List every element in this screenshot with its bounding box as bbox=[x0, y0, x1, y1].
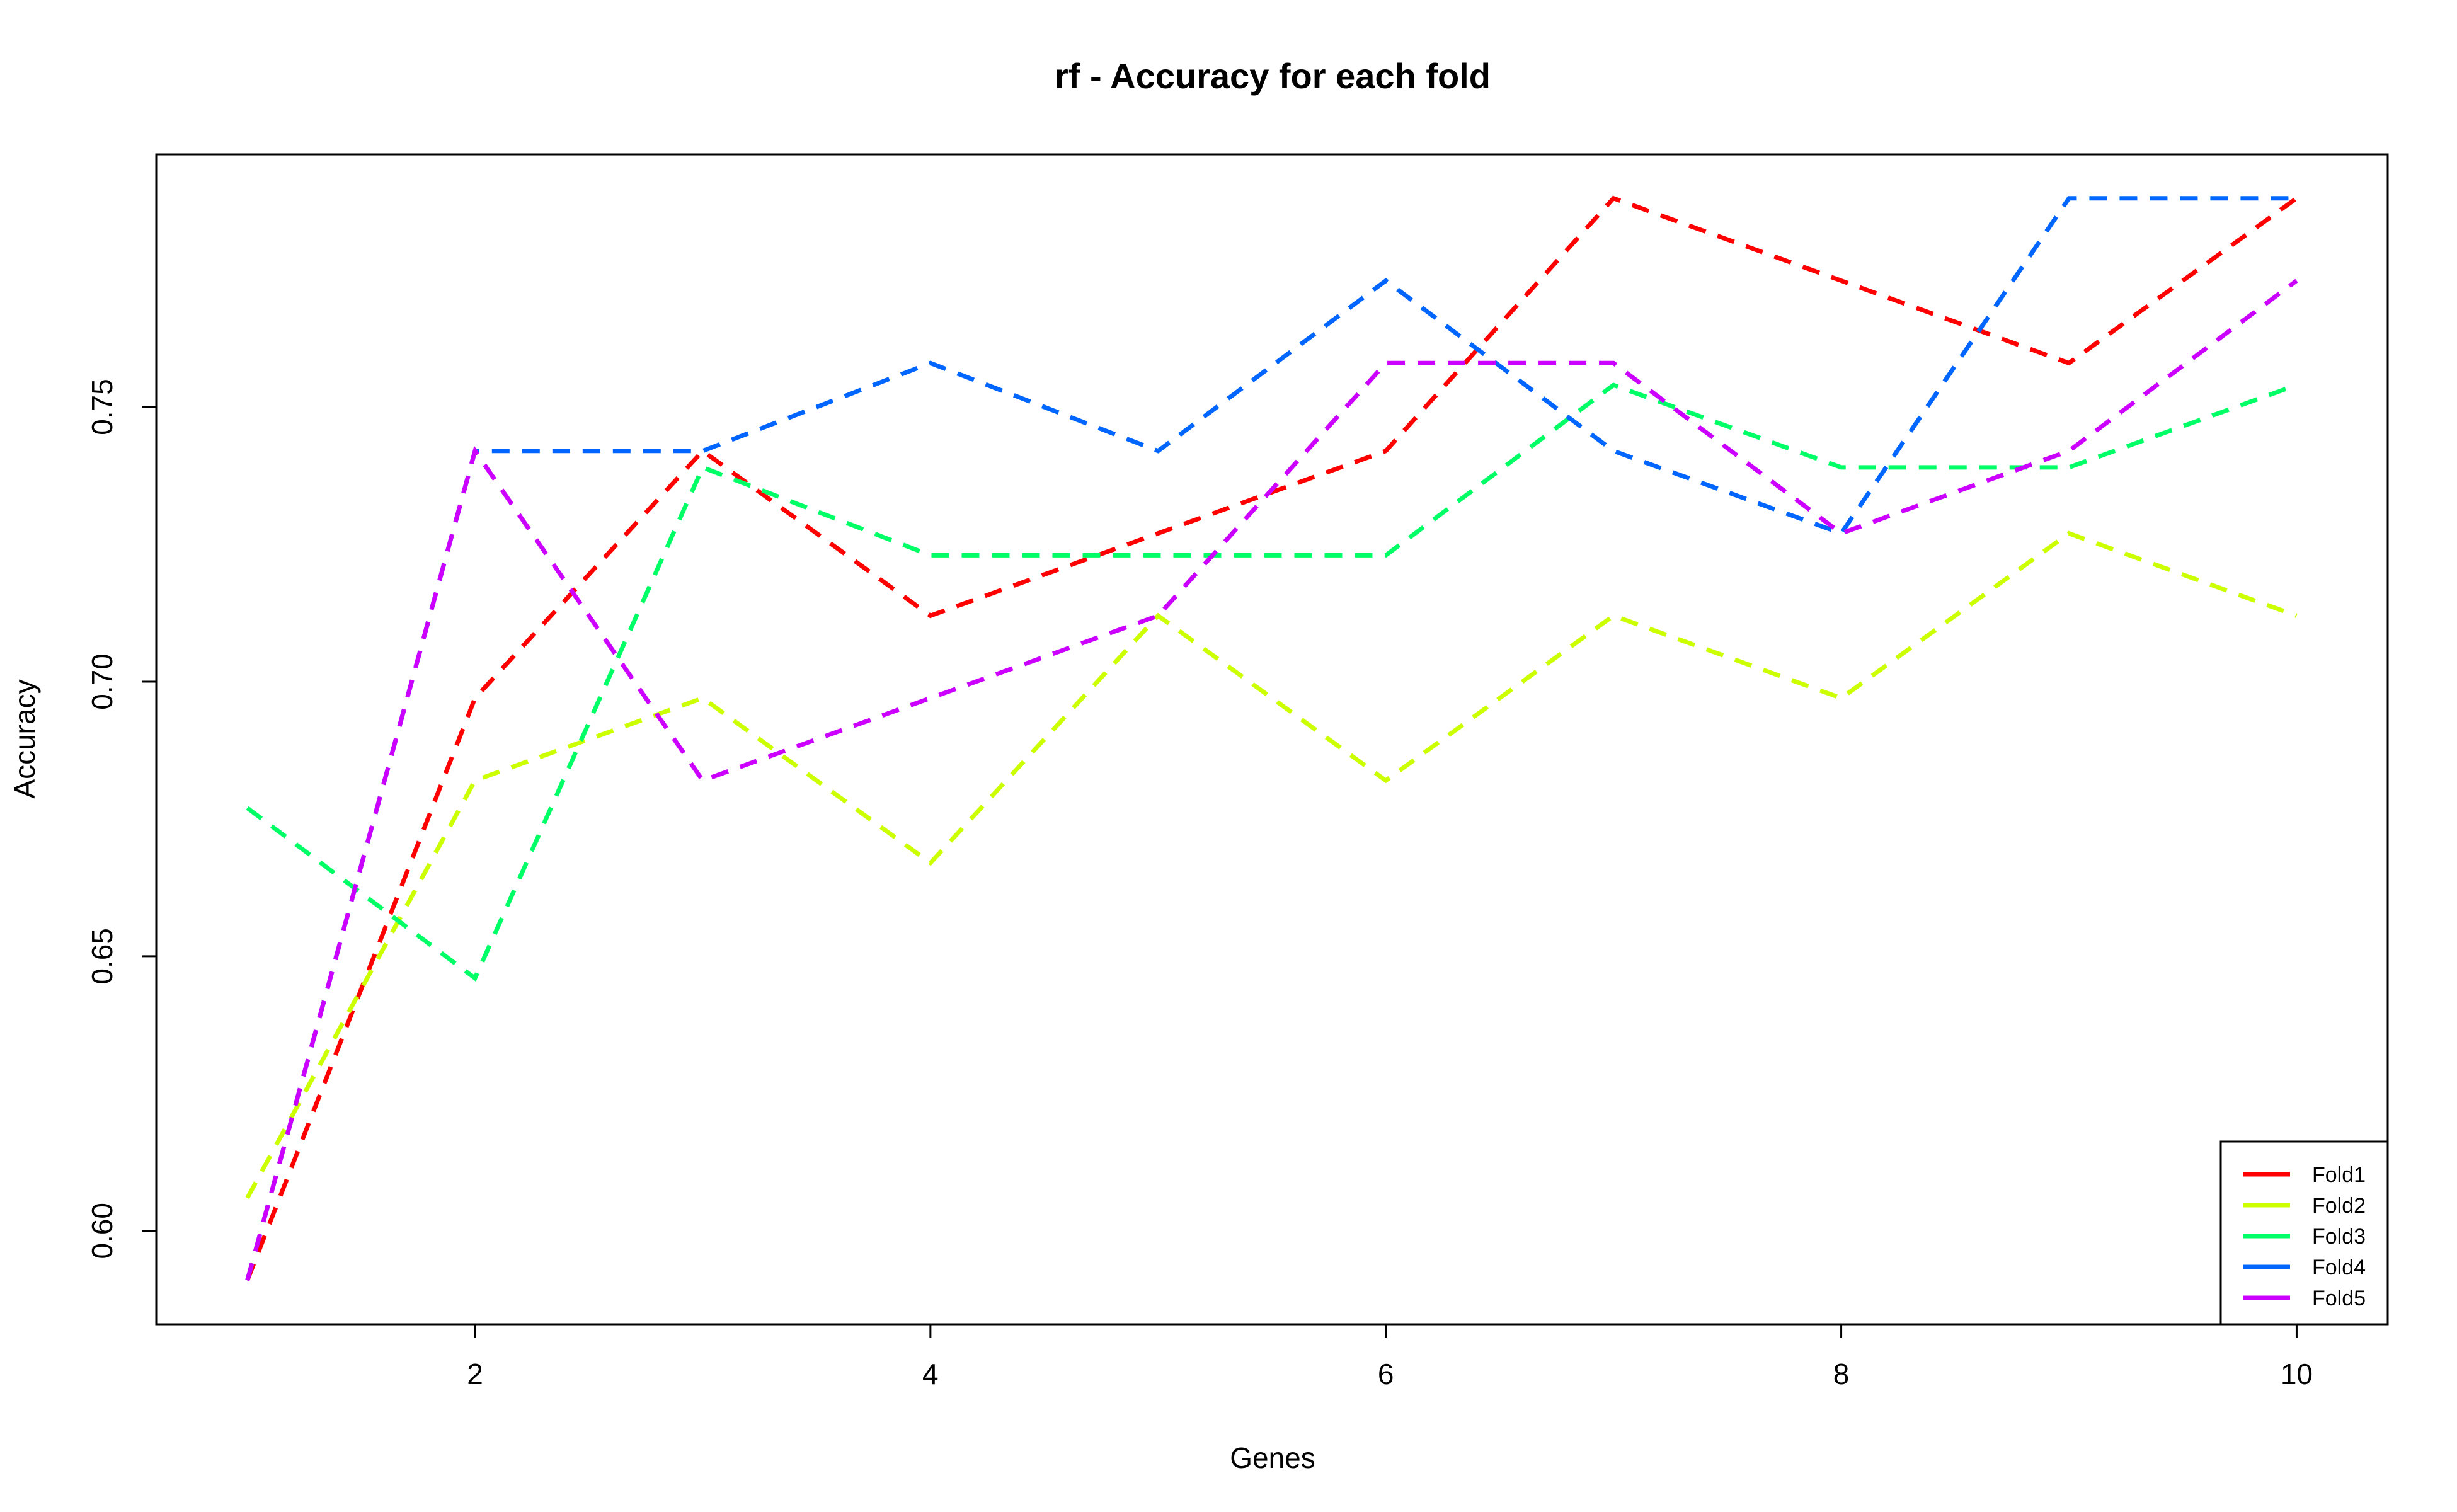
legend-label-fold1: Fold1 bbox=[2312, 1163, 2366, 1187]
x-tick-label: 10 bbox=[2281, 1358, 2313, 1390]
series-lines bbox=[245, 195, 2298, 1281]
chart-title: rf - Accuracy for each fold bbox=[1055, 56, 1491, 96]
y-axis-label: Accuracy bbox=[8, 679, 41, 798]
series-line-fold2 bbox=[245, 530, 2298, 1200]
x-tick-label: 6 bbox=[1378, 1358, 1394, 1390]
x-tick-label: 2 bbox=[467, 1358, 483, 1390]
series-line-fold3 bbox=[246, 382, 2298, 982]
x-axis-label: Genes bbox=[1230, 1441, 1315, 1474]
y-tick-label: 0.65 bbox=[86, 928, 118, 985]
series-line-fold4 bbox=[245, 196, 2297, 1281]
series-line-fold5 bbox=[245, 278, 2298, 1281]
legend-label-fold2: Fold2 bbox=[2312, 1194, 2366, 1218]
x-tick-label: 4 bbox=[922, 1358, 939, 1390]
plot-area bbox=[155, 153, 2389, 1326]
x-tick-label: 8 bbox=[1833, 1358, 1850, 1390]
series-line-fold1 bbox=[245, 195, 2298, 1281]
legend-label-fold5: Fold5 bbox=[2312, 1286, 2366, 1310]
y-tick-label: 0.70 bbox=[86, 653, 118, 710]
legend-box bbox=[2219, 1140, 2389, 1326]
x-axis: 2 4 6 8 10 bbox=[467, 1323, 2313, 1390]
y-tick-label: 0.60 bbox=[86, 1203, 118, 1259]
y-tick-label: 0.75 bbox=[86, 379, 118, 435]
legend: Fold1 Fold2 Fold3 Fold4 Fold5 bbox=[2219, 1140, 2389, 1326]
y-axis: 0.60 0.65 0.70 0.75 bbox=[86, 379, 158, 1259]
legend-label-fold3: Fold3 bbox=[2312, 1225, 2366, 1249]
legend-label-fold4: Fold4 bbox=[2312, 1256, 2366, 1280]
